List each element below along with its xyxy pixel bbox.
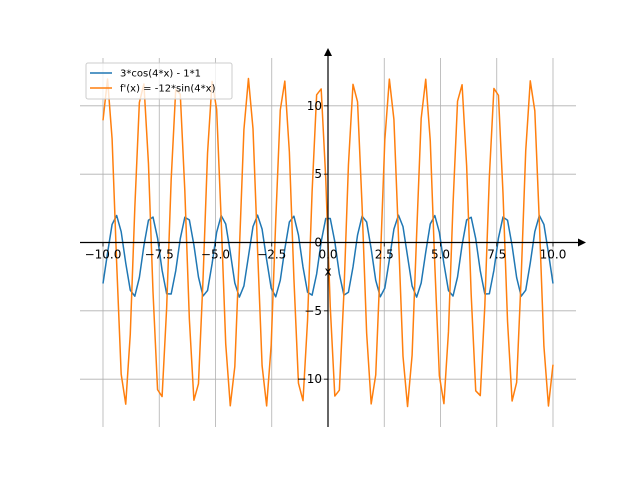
y-tick-label-3: 5 <box>314 167 322 181</box>
x-tick-label-2: −5.0 <box>201 248 230 262</box>
x-axis-label: x <box>324 265 331 279</box>
x-tick-label-7: 7.5 <box>487 248 506 262</box>
axes <box>80 48 586 427</box>
y-axis-arrow <box>324 48 332 56</box>
legend: 3*cos(4*x) - 1*1 f'(x) = -12*sin(4*x) <box>85 62 233 100</box>
x-tick-label-8: 10.0 <box>540 248 567 262</box>
x-tick-label-6: 5.0 <box>431 248 450 262</box>
x-tick-label-5: 2.5 <box>375 248 394 262</box>
y-tick-label-0: −10 <box>297 372 322 386</box>
legend-label-series-1: 3*cos(4*x) - 1*1 <box>120 69 201 80</box>
y-tick-label-1: −5 <box>304 304 322 318</box>
x-tick-label-1: −7.5 <box>145 248 174 262</box>
x-tick-label-3: −2.5 <box>257 248 286 262</box>
x-tick-label-0: −10.0 <box>85 248 122 262</box>
y-tick-label-2: 0 <box>314 236 322 250</box>
y-tick-label-4: 10 <box>307 99 322 113</box>
legend-label-series-2: f'(x) = -12*sin(4*x) <box>120 84 216 95</box>
x-axis-arrow <box>578 238 586 247</box>
ticks: −10.0 −7.5 −5.0 −2.5 0.0 2.5 5.0 7.5 10.0 −10 −5 0 5… <box>85 99 567 386</box>
x-tick-label-4: 0.0 <box>318 248 337 262</box>
legend-box <box>85 62 233 100</box>
